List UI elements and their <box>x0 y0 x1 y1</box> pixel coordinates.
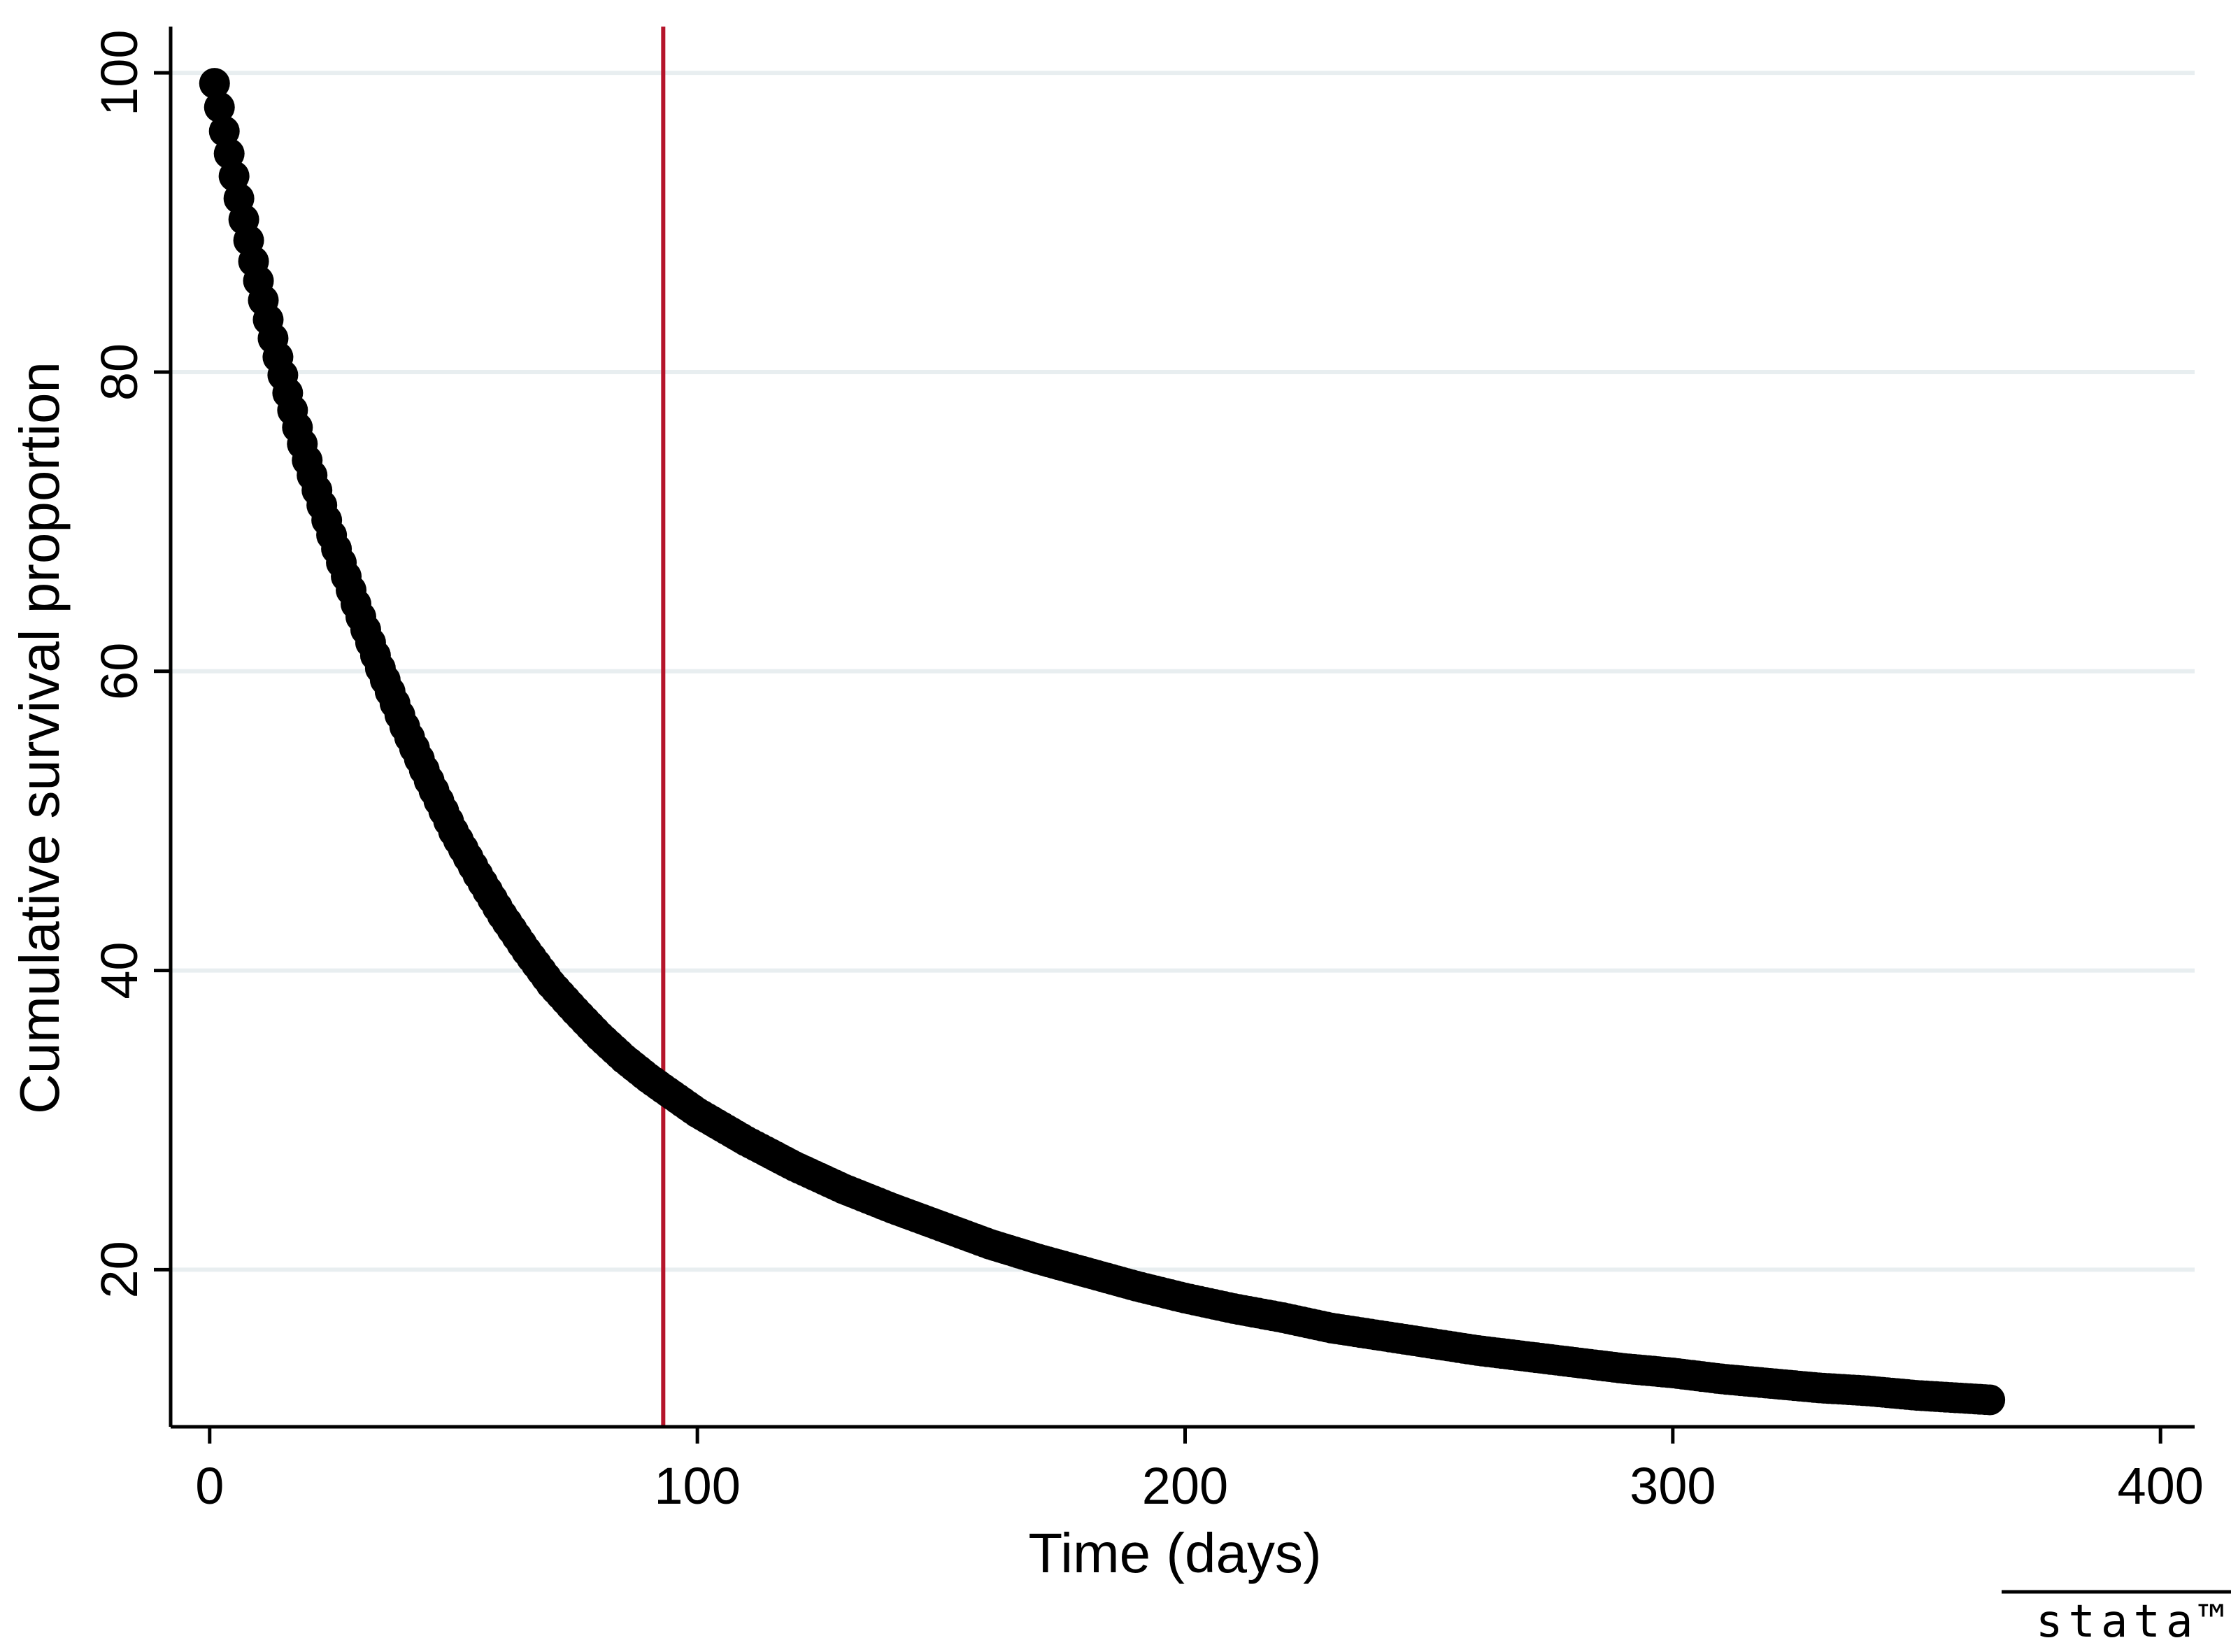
data-point <box>199 68 230 99</box>
stata-logo-text: stata™ <box>2036 1596 2231 1648</box>
data-points <box>199 68 2006 1416</box>
data-point <box>204 92 235 123</box>
x-tick-label-200: 200 <box>1142 1457 1228 1515</box>
axes <box>154 27 2195 1444</box>
x-axis-title: Time (days) <box>1028 1522 1321 1584</box>
x-tick-label-100: 100 <box>654 1457 740 1515</box>
stata-logo: stata™ <box>2002 1590 2231 1648</box>
y-tick-label-40: 40 <box>90 941 148 999</box>
tick-labels: 20 40 60 80 100 0 100 200 300 400 <box>90 29 2204 1515</box>
y-tick-label-100: 100 <box>90 29 148 115</box>
gridlines <box>171 71 2195 1272</box>
data-point <box>1974 1384 2006 1416</box>
y-tick-label-20: 20 <box>90 1241 148 1298</box>
y-tick-label-80: 80 <box>90 343 148 401</box>
x-tick-label-300: 300 <box>1630 1457 1716 1515</box>
y-axis-title: Cumulative survival proportion <box>8 362 71 1114</box>
x-tick-label-0: 0 <box>195 1457 224 1515</box>
x-tick-label-400: 400 <box>2117 1457 2203 1515</box>
y-tick-label-60: 60 <box>90 643 148 700</box>
